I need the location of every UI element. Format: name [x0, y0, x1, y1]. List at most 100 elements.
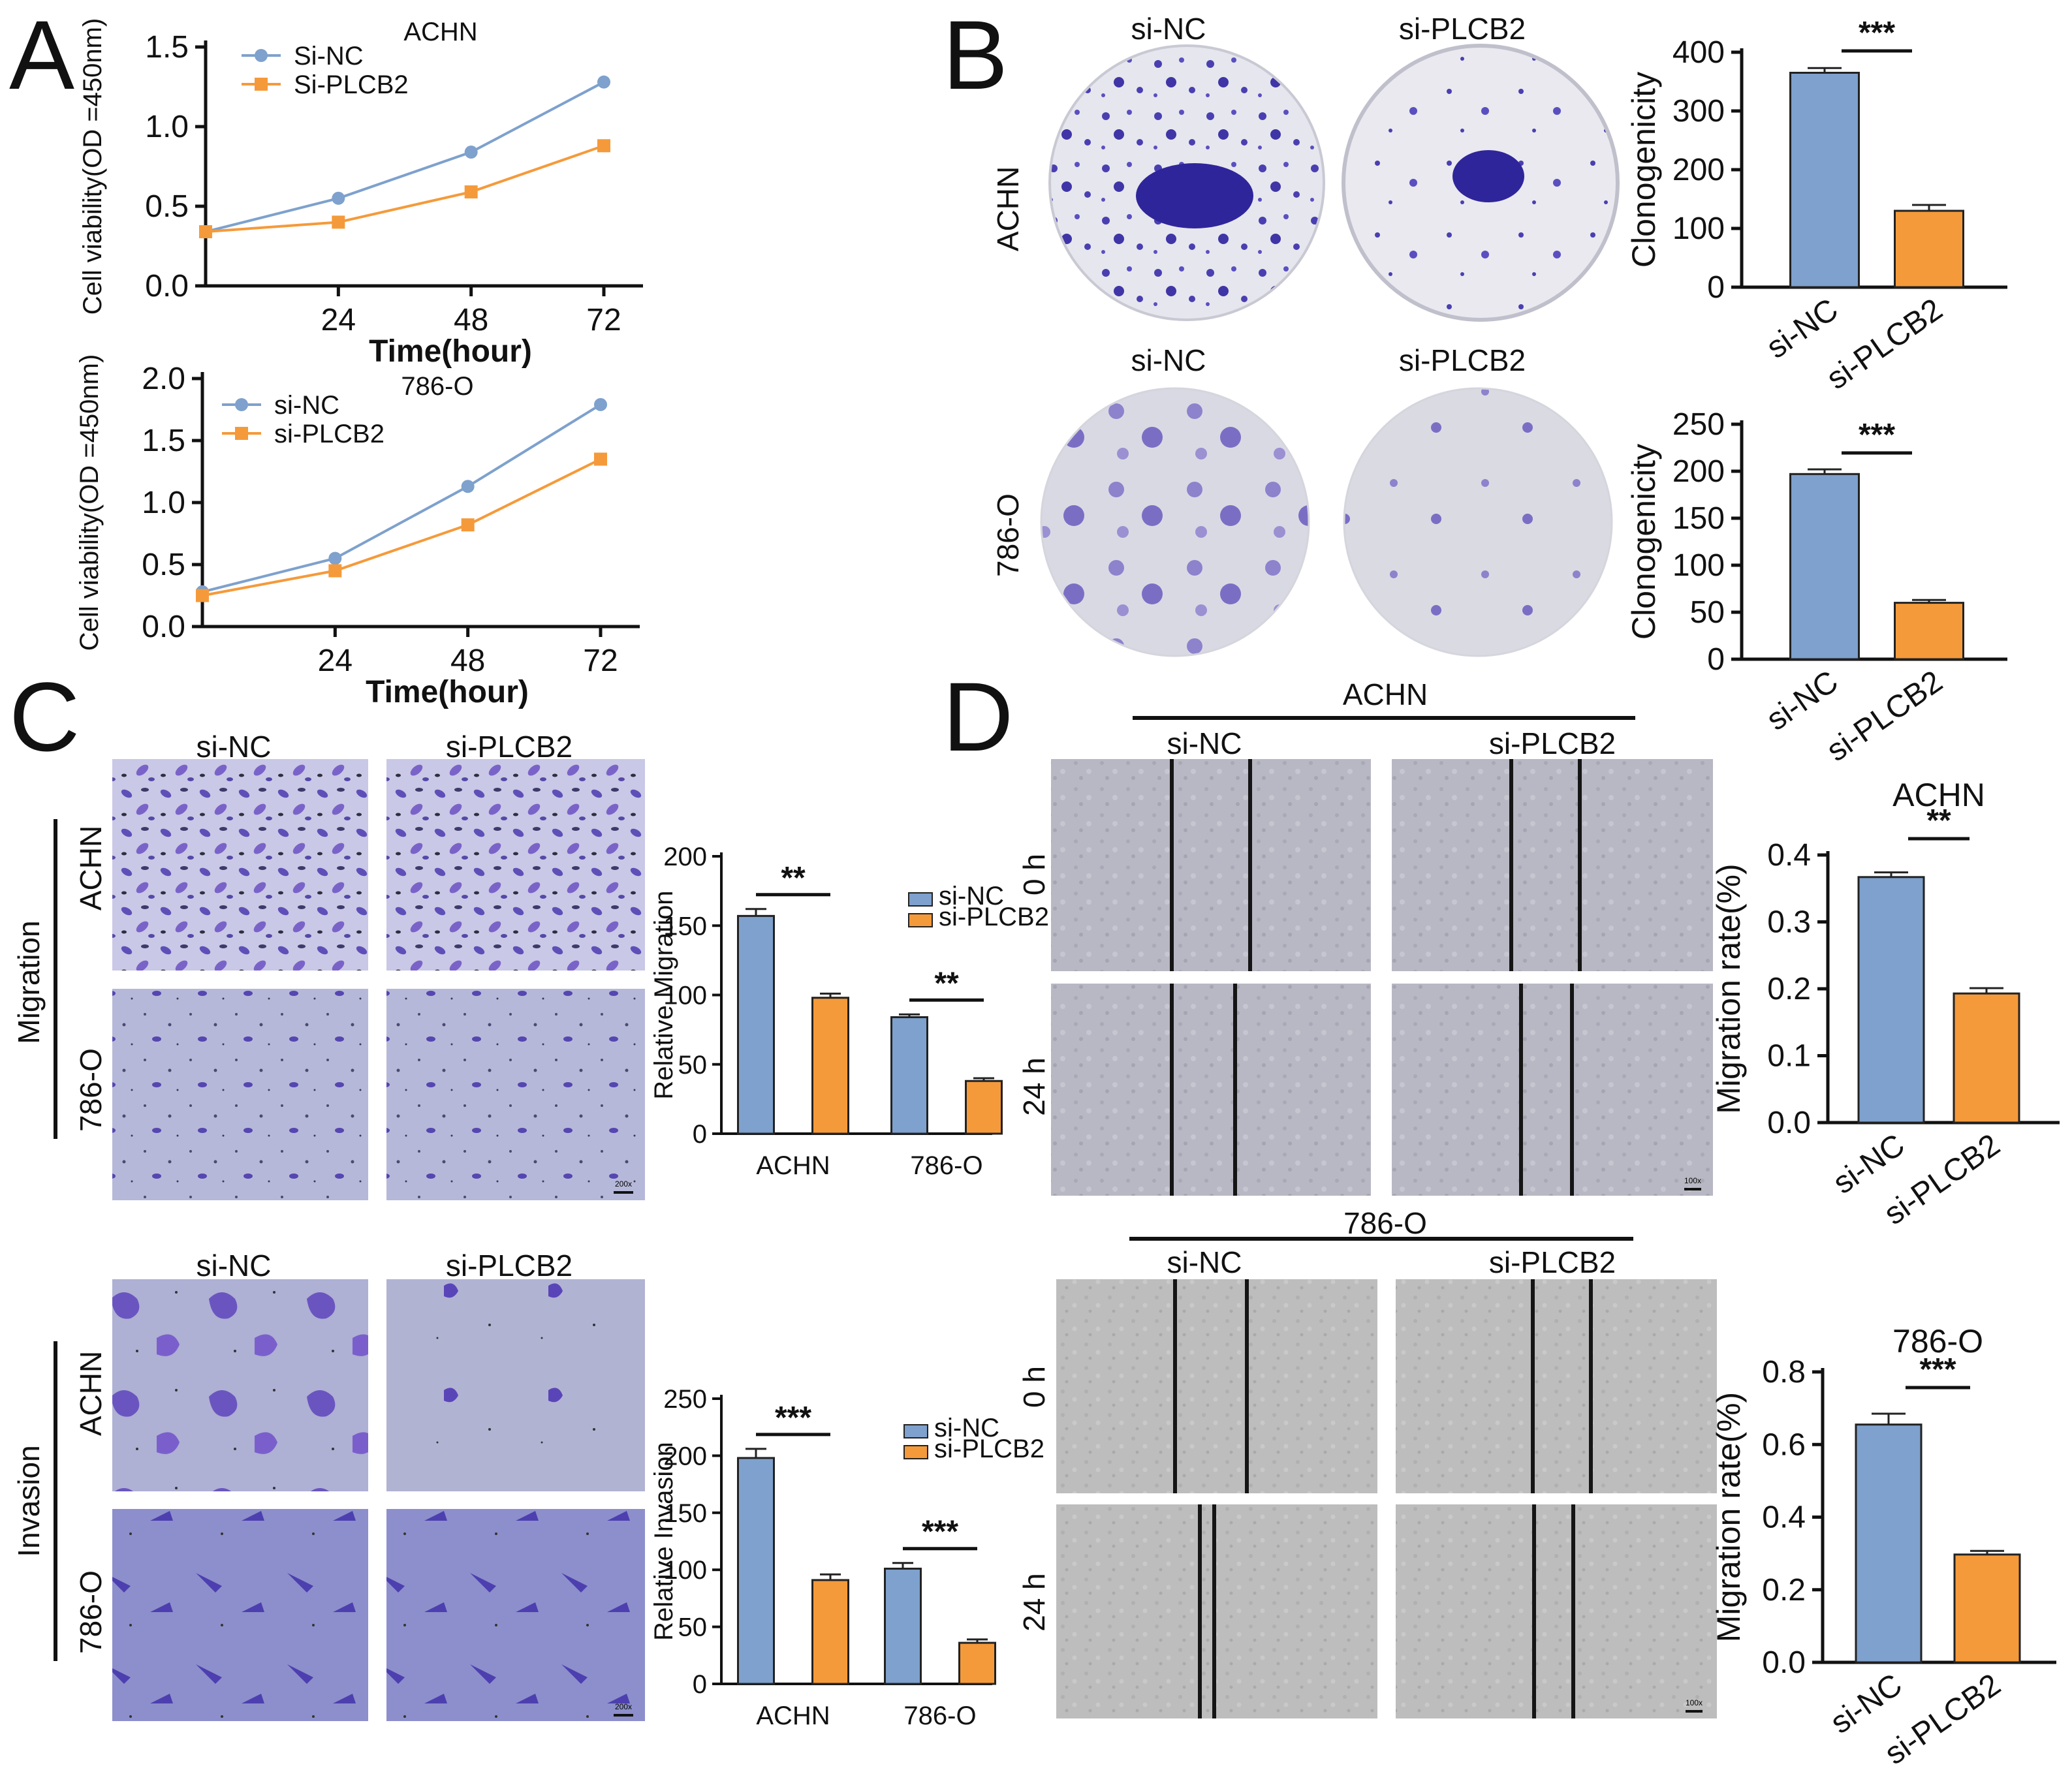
d-scale-label-achn: 100x — [1684, 1176, 1701, 1185]
x-tick-label: 24 — [318, 644, 353, 678]
data-point — [328, 564, 342, 578]
y-tick-label: 250 — [663, 1385, 707, 1414]
y-tick-label: 2.0 — [142, 362, 185, 396]
bar — [884, 1567, 922, 1685]
x-tick-label: 72 — [586, 303, 621, 337]
y-tick-label: 1.5 — [142, 424, 185, 458]
y-axis-title: Clonogenicity — [1625, 444, 1662, 640]
x-axis-title: Time(hour) — [369, 334, 532, 369]
c-image-inv-786o-sinc — [112, 1509, 368, 1721]
d-image-786o-sinc-0h — [1056, 1279, 1377, 1493]
y-tick-label: 50 — [678, 1613, 708, 1642]
bar — [1894, 602, 1964, 661]
d-image-786o-siplcb2-0h — [1396, 1279, 1717, 1493]
legend-label: si-NC — [939, 882, 1004, 910]
y-tick-label: 0.5 — [145, 189, 189, 224]
d-image-achn-siplcb2-0h — [1392, 759, 1713, 971]
legend-label: Si-PLCB2 — [294, 70, 409, 99]
data-point — [464, 185, 478, 199]
d-time-label-0h-786o: 0 h — [1017, 1366, 1051, 1408]
data-point — [332, 215, 345, 229]
legend-swatch-marker — [235, 398, 248, 411]
d-image-786o-siplcb2-24h — [1396, 1504, 1717, 1718]
bar — [737, 914, 775, 1135]
x-tick-label: 786-O — [910, 1151, 982, 1180]
y-tick-label: 0.0 — [1762, 1645, 1806, 1680]
y-tick-label: 0 — [693, 1670, 707, 1699]
y-tick-label: 150 — [1672, 501, 1725, 536]
y-axis-title: Cell viability(OD =450nm) — [78, 18, 107, 315]
chart-title: ACHN — [1892, 777, 1985, 813]
data-point — [594, 452, 607, 466]
panel-label-d: D — [943, 662, 1013, 771]
data-point — [199, 225, 212, 239]
significance-marker: *** — [1919, 1352, 1956, 1387]
legend-swatch-marker — [255, 49, 268, 62]
bar — [811, 1579, 849, 1685]
bar — [1789, 473, 1860, 661]
y-tick-label: 0 — [1707, 270, 1725, 305]
y-tick-label: 0.8 — [1762, 1355, 1806, 1390]
y-axis-title: Clonogenicity — [1625, 72, 1662, 268]
c-col-label-siplcb2-mig: si-PLCB2 — [446, 730, 573, 764]
panel-label-c: C — [9, 662, 80, 771]
data-point — [594, 397, 607, 411]
panel-label-a: A — [9, 0, 74, 110]
series-line — [205, 80, 604, 233]
y-axis-title: Cell viability(OD =450nm) — [75, 354, 104, 651]
x-tick-label: si-NC — [1761, 292, 1845, 365]
legend-swatch — [908, 892, 933, 907]
data-point — [328, 552, 342, 565]
c-group-label-migration: Migration — [12, 920, 46, 1044]
chart-title: ACHN — [403, 18, 477, 46]
series-line — [202, 458, 601, 597]
y-tick-label: 250 — [1672, 407, 1725, 442]
legend-label: Si-NC — [294, 42, 364, 70]
b-col-label-sinc-top: si-NC — [1131, 12, 1206, 46]
y-tick-label: 200 — [663, 1442, 707, 1470]
x-tick-label: 48 — [454, 303, 488, 337]
y-axis-title: Migration rate(%) — [1710, 863, 1747, 1113]
y-tick-label: 0.2 — [1767, 972, 1811, 1006]
c-image-inv-786o-siplcb2 — [386, 1509, 645, 1721]
bar-chart-migration-rate-786o: 0.00.20.40.60.8si-NCsi-PLCB2***Migration… — [1710, 1323, 2056, 1771]
legend-label: si-NC — [934, 1414, 999, 1442]
d-image-786o-sinc-24h — [1056, 1504, 1377, 1718]
bar — [1894, 210, 1964, 288]
y-tick-label: 0.5 — [142, 548, 185, 582]
c-row-label-achn-inv: ACHN — [74, 1351, 108, 1436]
y-tick-label: 0.1 — [1767, 1039, 1811, 1074]
y-tick-label: 0.3 — [1767, 905, 1811, 940]
x-tick-label: 786-O — [903, 1702, 976, 1730]
legend-swatch — [903, 1445, 928, 1459]
b-row-label-786o: 786-O — [991, 493, 1025, 577]
c-image-mig-achn-sinc — [112, 759, 368, 971]
y-tick-label: 0 — [693, 1120, 707, 1149]
y-tick-label: 300 — [1672, 94, 1725, 129]
c-scale-label-inv: 200x — [615, 1702, 632, 1711]
y-tick-label: 200 — [663, 843, 707, 871]
b-row-label-achn: ACHN — [991, 166, 1025, 251]
y-tick-label: 0.0 — [142, 610, 185, 644]
x-tick-label: 48 — [450, 644, 485, 678]
y-tick-label: 0 — [1707, 642, 1725, 677]
bar — [1789, 72, 1860, 288]
b-col-label-siplcb2-top: si-PLCB2 — [1399, 12, 1526, 46]
legend-swatch-marker — [255, 78, 268, 91]
y-tick-label: 200 — [1672, 454, 1725, 489]
d-image-achn-siplcb2-24h — [1392, 984, 1713, 1196]
bar — [965, 1080, 1003, 1135]
y-tick-label: 150 — [663, 1499, 707, 1528]
data-point — [332, 191, 345, 205]
dish-786o-sinc — [1040, 387, 1310, 657]
significance-marker: *** — [922, 1515, 958, 1549]
c-row-label-786o-inv: 786-O — [74, 1570, 108, 1654]
y-tick-label: 1.0 — [142, 486, 185, 520]
c-col-label-sinc-mig: si-NC — [196, 730, 272, 764]
x-tick-label: ACHN — [756, 1702, 830, 1730]
c-row-label-786o-mig: 786-O — [74, 1048, 108, 1132]
d-col-label-sinc-achn: si-NC — [1167, 726, 1242, 760]
legend-swatch-marker — [235, 427, 248, 440]
y-tick-label: 0.0 — [145, 269, 189, 303]
